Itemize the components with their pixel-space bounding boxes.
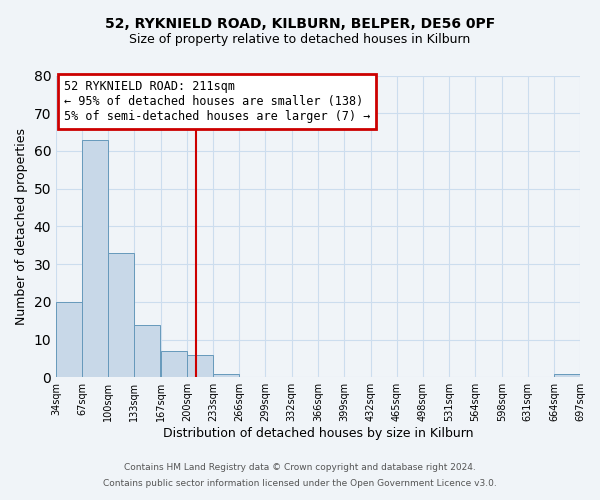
- Bar: [554, 374, 580, 378]
- Bar: [161, 351, 187, 378]
- Bar: [56, 302, 82, 378]
- Bar: [82, 140, 108, 378]
- Bar: [214, 374, 239, 378]
- Text: Contains HM Land Registry data © Crown copyright and database right 2024.: Contains HM Land Registry data © Crown c…: [124, 464, 476, 472]
- Bar: [187, 354, 214, 378]
- Text: Size of property relative to detached houses in Kilburn: Size of property relative to detached ho…: [130, 32, 470, 46]
- Text: 52 RYKNIELD ROAD: 211sqm
← 95% of detached houses are smaller (138)
5% of semi-d: 52 RYKNIELD ROAD: 211sqm ← 95% of detach…: [64, 80, 370, 123]
- Y-axis label: Number of detached properties: Number of detached properties: [15, 128, 28, 325]
- Bar: [108, 253, 134, 378]
- Bar: [134, 324, 160, 378]
- Text: Contains public sector information licensed under the Open Government Licence v3: Contains public sector information licen…: [103, 478, 497, 488]
- Text: 52, RYKNIELD ROAD, KILBURN, BELPER, DE56 0PF: 52, RYKNIELD ROAD, KILBURN, BELPER, DE56…: [105, 18, 495, 32]
- X-axis label: Distribution of detached houses by size in Kilburn: Distribution of detached houses by size …: [163, 427, 473, 440]
